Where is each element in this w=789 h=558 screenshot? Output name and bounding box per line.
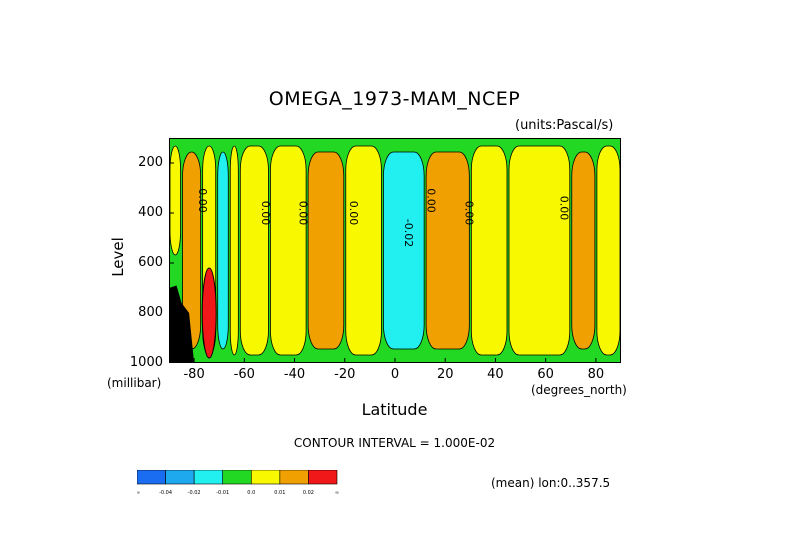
contour-label: 0.00	[259, 201, 272, 226]
x-tick-label: 20	[436, 367, 454, 382]
field-band	[571, 151, 596, 350]
field-band	[508, 145, 571, 356]
x-axis-label: Latitude	[361, 400, 428, 419]
colorbar-swatch	[250, 470, 281, 485]
colorbar-label: -0.02	[188, 490, 201, 496]
contour-label: 0.00	[558, 196, 571, 221]
colorbar-label: -0.01	[216, 490, 229, 496]
colorbar-swatch	[165, 470, 195, 485]
terrain-mask	[169, 285, 195, 363]
y-tick-label: 600	[138, 255, 163, 270]
y-tick-label: 800	[138, 305, 163, 320]
x-tick-label: -20	[334, 367, 356, 382]
field-band	[229, 145, 239, 356]
field-band	[425, 151, 470, 350]
colorbar-label: 0.01	[274, 490, 285, 496]
field-fills	[169, 138, 621, 363]
contour-interval-text: CONTOUR INTERVAL = 1.000E-02	[293, 436, 496, 450]
y-tick-label: 1000	[129, 355, 163, 370]
contour-label: -0.02	[402, 219, 415, 247]
field-band	[383, 151, 425, 350]
contour-label: 0.00	[196, 188, 209, 213]
y-tick-label: 200	[138, 155, 163, 170]
y-axis-label: Level	[108, 237, 127, 277]
x-tick-label: -60	[233, 367, 255, 382]
field-band	[307, 151, 345, 350]
x-tick-marks	[193, 358, 597, 363]
y-tick-label: 400	[138, 205, 163, 220]
field-band	[596, 145, 621, 356]
x-tick-label: 0	[390, 367, 400, 382]
colorbar-label: 0.02	[303, 490, 314, 496]
colorbar: -∞ -0.04 -0.02 -0.01 0.0 0.01 0.02 ∞	[137, 470, 339, 496]
colorbar-swatch	[308, 470, 338, 485]
x-tick-label: 60	[537, 367, 554, 382]
colorbar-label: 0.0	[247, 490, 255, 496]
y-tick-marks	[169, 162, 174, 363]
colorbar-swatch	[222, 470, 252, 485]
mean-lon-text: (mean) lon:0..357.5	[491, 476, 611, 490]
contour-label: 0.00	[462, 201, 475, 226]
x-tick-label: 80	[587, 367, 605, 382]
colorbar-swatch	[279, 470, 309, 485]
units-label: (units:Pascal/s)	[515, 118, 614, 133]
chart-title: OMEGA_1973-MAM_NCEP	[268, 88, 521, 110]
x-tick-label: 40	[487, 367, 504, 382]
contour-labels: 0.00 0.00 0.00 0.00 -0.02 0.00 0.00 0.00	[196, 188, 571, 247]
x-tick-label: -80	[183, 367, 205, 382]
contour-label: 0.00	[347, 201, 360, 226]
field-band	[217, 151, 229, 350]
contour-label: 0.00	[297, 201, 310, 226]
plot-area: 0.00 0.00 0.00 0.00 -0.02 0.00 0.00 0.00	[169, 138, 621, 363]
colorbar-swatch	[193, 470, 224, 485]
colorbar-label: -∞	[137, 490, 140, 496]
x-tick-label: -40	[283, 367, 306, 382]
positive-max-region	[201, 267, 217, 359]
field-band	[345, 145, 382, 356]
contour-label: 0.00	[425, 188, 438, 213]
field-band	[270, 145, 307, 356]
field-band	[470, 145, 508, 356]
colorbar-label: -0.04	[159, 490, 172, 496]
field-band	[239, 145, 269, 356]
y-axis-unit: (millibar)	[107, 376, 162, 390]
colorbar-swatch	[137, 470, 166, 485]
field-band	[169, 145, 181, 256]
colorbar-label: ∞	[335, 490, 339, 496]
x-axis-unit: (degrees_north)	[531, 383, 627, 397]
